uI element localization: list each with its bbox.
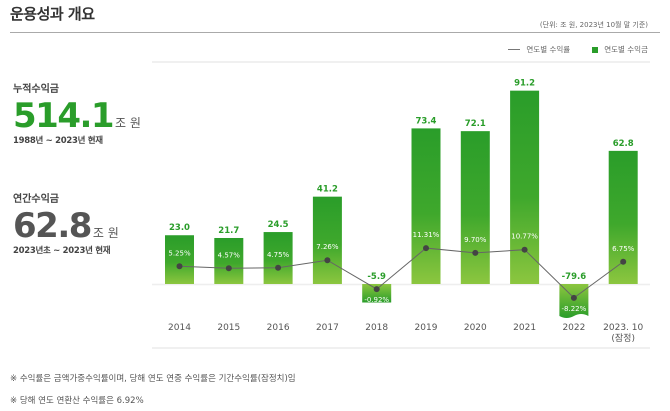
rate-label: 4.57%: [218, 251, 241, 259]
x-tick-label: 2021: [513, 323, 536, 333]
cumulative-unit: 조 원: [115, 116, 141, 130]
line-legend-swatch: [508, 49, 521, 50]
rate-label: 9.70%: [464, 236, 487, 244]
legend-divider: [152, 61, 650, 63]
rate-marker-2016: [275, 264, 282, 271]
rate-label: 10.77%: [511, 233, 538, 241]
bar-value-label: 21.7: [218, 226, 239, 236]
bar-value-label: -79.6: [562, 272, 587, 282]
x-tick-label: 2023. 10: [603, 323, 643, 333]
annual-period: 2023년초 ~ 2023년 현재: [13, 246, 111, 256]
cumulative-label: 누적수익금: [13, 84, 59, 95]
annual-value: 62.8: [13, 206, 92, 246]
bar-2022-truncated: [559, 284, 589, 318]
annual-summary: 연간수익금 62.8 조 원 2023년초 ~ 2023년 현재: [13, 190, 119, 256]
unit-note: (단위: 조 원, 2023년 10월 말 기준): [539, 21, 648, 29]
x-tick-label: 2015: [217, 323, 240, 333]
line-legend-label: 연도별 수익률: [526, 45, 571, 54]
annual-unit: 조 원: [92, 226, 119, 240]
x-tick-label: 2020: [464, 323, 487, 333]
bar-legend-label: 연도별 수익금: [604, 45, 648, 54]
x-tick-sublabel: (잠정): [611, 333, 635, 344]
chart-legend: 연도별 수익률 연도별 수익금: [508, 44, 648, 55]
x-tick-label: 2016: [267, 323, 290, 333]
bar-value-label: 72.1: [465, 119, 486, 129]
x-tick-label: 2018: [365, 323, 388, 333]
bar-2021: [510, 90, 540, 284]
rate-marker-2019: [423, 245, 429, 252]
cumulative-summary: 누적수익금 514.1 조 원 1988년 ~ 2023년 현재: [13, 80, 141, 146]
bar-2019: [411, 128, 441, 284]
cumulative-value-row: 514.1 조 원: [13, 99, 141, 133]
rate-marker-2021: [521, 246, 528, 253]
bar-2014: [165, 235, 194, 284]
page-title: 운용성과 개요: [10, 5, 95, 23]
rate-label: -0.92%: [364, 296, 389, 304]
rate-marker-202310: [620, 258, 627, 265]
rate-marker-2014: [176, 263, 183, 270]
bar-value-label: -5.9: [367, 272, 386, 282]
rate-label: -8.22%: [562, 305, 587, 313]
cumulative-value: 514.1: [13, 96, 115, 136]
x-tick-label: 2019: [415, 323, 438, 333]
bar-value-label: 23.0: [169, 223, 190, 233]
bar-2017: [312, 196, 342, 284]
rate-marker-2022: [570, 294, 577, 301]
rate-label: 5.25%: [168, 249, 191, 257]
bar-value-label: 62.8: [613, 139, 634, 149]
rate-label: 7.26%: [316, 243, 339, 251]
chart-bottom-divider: [152, 347, 650, 349]
rate-line: [179, 247, 624, 299]
x-tick-label: 2017: [316, 323, 339, 333]
bar-value-label: 41.2: [317, 185, 338, 195]
rate-label: 4.75%: [267, 251, 290, 259]
bar-value-label: 24.5: [268, 220, 289, 230]
footnote-1: ※ 수익률은 금액가중수익률이며, 당해 연도 연중 수익률은 기간수익률(잠정…: [10, 374, 296, 384]
rate-marker-2020: [472, 249, 479, 256]
bar-2020: [460, 131, 490, 284]
x-tick-label: 2022: [562, 323, 585, 333]
bar-value-label: 91.2: [514, 79, 535, 89]
annual-value-row: 62.8 조 원: [13, 209, 119, 243]
footnote-2: ※ 당해 연도 연환산 수익률은 6.92%: [10, 396, 144, 406]
cumulative-period: 1988년 ~ 2023년 현재: [13, 136, 103, 146]
annual-label: 연간수익금: [13, 194, 59, 205]
bar-legend-swatch: [592, 46, 599, 53]
rate-marker-2018: [373, 286, 380, 293]
bar-2016: [263, 232, 293, 284]
title-divider: [10, 32, 660, 33]
x-tick-label: 2014: [168, 323, 191, 333]
rate-marker-2015: [225, 265, 232, 272]
bar-value-label: 73.4: [416, 116, 437, 126]
bar-2015: [214, 237, 244, 284]
rate-label: 6.75%: [612, 245, 635, 253]
rate-label: 11.31%: [413, 231, 440, 239]
bar-2018: [362, 284, 392, 303]
rate-marker-2017: [324, 257, 331, 264]
